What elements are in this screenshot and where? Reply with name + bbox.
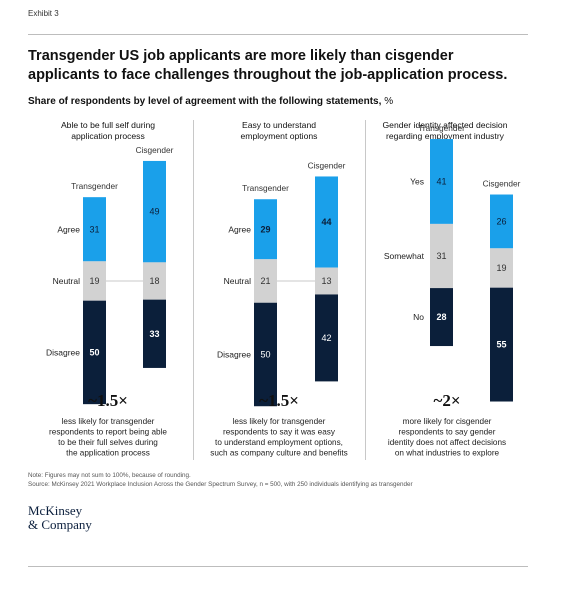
panel-3-transgender-no-value: 28 bbox=[436, 312, 446, 322]
panel-1-transgender-neutral-value: 19 bbox=[89, 276, 99, 286]
panel-3-multiplier: ~2× bbox=[433, 391, 460, 410]
panel-3-row-label-yes: Yes bbox=[410, 176, 424, 186]
bottom-rule bbox=[28, 566, 528, 567]
panel-2-transgender-label: Transgender bbox=[242, 183, 289, 193]
panel-3-cisgender-yes-value: 26 bbox=[496, 216, 506, 226]
panel-1-caption-line-1: less likely for transgender bbox=[62, 417, 155, 426]
panel-3-transgender-label: Transgender bbox=[418, 123, 465, 133]
panel-2-cisgender-disagree-value: 42 bbox=[321, 333, 331, 343]
panel-1-transgender-label: Transgender bbox=[71, 181, 118, 191]
panel-2-caption-line-4: such as company culture and benefits bbox=[210, 449, 347, 458]
panel-1-multiplier: ~1.5× bbox=[88, 391, 128, 410]
panel-1-caption-line-3: to be their full selves during bbox=[58, 438, 158, 447]
panel-3-title-line-1: Gender identity affected decision bbox=[382, 120, 507, 130]
panel-3-caption-line-4: on what industries to explore bbox=[395, 449, 500, 458]
panel-3-title-line-2: regarding employment industry bbox=[386, 131, 505, 141]
panel-2-cisgender-neutral-bar bbox=[315, 267, 338, 295]
panel-2-title-line-2: employment options bbox=[241, 131, 318, 141]
logo-line-2: & Company bbox=[28, 517, 92, 532]
panel-3-transgender-somewhat-bar bbox=[430, 223, 453, 289]
panel-divider-1 bbox=[193, 120, 194, 460]
subtitle-unit: % bbox=[384, 96, 394, 107]
panel-2-transgender-neutral-value: 21 bbox=[260, 276, 270, 286]
chart-title: Transgender US job applicants are more l… bbox=[28, 48, 508, 83]
top-rule bbox=[28, 34, 528, 35]
panel-1-row-label-neutral: Neutral bbox=[53, 276, 81, 286]
panel-1-caption-line-2: respondents to report being able bbox=[49, 428, 167, 437]
panel-2-caption-line-2: respondents to say it was easy bbox=[223, 428, 336, 437]
panel-3-cisgender-no-value: 55 bbox=[496, 340, 506, 350]
panel-2-caption-line-3: to understand employment options, bbox=[215, 438, 343, 447]
panel-1-row-label-agree: Agree bbox=[57, 224, 80, 234]
panel-1-cisgender-label: Cisgender bbox=[136, 145, 174, 155]
panel-3-transgender-yes-value: 41 bbox=[436, 176, 446, 186]
panel-3-caption-line-1: more likely for cisgender bbox=[403, 417, 492, 426]
panel-2-caption-line-1: less likely for transgender bbox=[233, 417, 326, 426]
panel-1-cisgender-neutral-bar bbox=[143, 262, 166, 300]
panel-3-caption-line-3: identity does not affect decisions bbox=[388, 438, 506, 447]
panel-2-transgender-disagree-value: 50 bbox=[260, 349, 270, 359]
panel-1-cisgender-agree-bar bbox=[143, 160, 166, 263]
panel-1-cisgender-disagree-bar bbox=[143, 299, 166, 368]
panel-3-transgender-yes-bar bbox=[430, 139, 453, 224]
panel-3-row-label-somewhat: Somewhat bbox=[384, 251, 425, 261]
panel-3-cisgender-somewhat-bar bbox=[490, 248, 513, 288]
panel-2-cisgender-disagree-bar bbox=[315, 294, 338, 382]
panel-3-cisgender-somewhat-value: 19 bbox=[496, 263, 506, 273]
source-note: Source: McKinsey 2021 Workplace Inclusio… bbox=[28, 481, 413, 488]
panel-divider-2 bbox=[365, 120, 366, 460]
panel-3-transgender-no-bar bbox=[430, 288, 453, 347]
panel-1-transgender-disagree-value: 50 bbox=[89, 347, 99, 357]
panel-2-cisgender-agree-bar bbox=[315, 176, 338, 268]
panel-1-title-line-2: application process bbox=[71, 131, 145, 141]
panel-1-cisgender-agree-value: 49 bbox=[149, 207, 159, 217]
panel-2-transgender-agree-bar bbox=[254, 199, 277, 260]
panel-1-transgender-neutral-bar bbox=[83, 261, 106, 301]
panel-3-cisgender-label: Cisgender bbox=[483, 179, 521, 189]
panel-2-row-label-neutral: Neutral bbox=[224, 276, 252, 286]
panel-2-cisgender-agree-value: 44 bbox=[321, 217, 331, 227]
panel-2-title-line-1: Easy to understand bbox=[242, 120, 316, 130]
panel-1-transgender-disagree-bar bbox=[83, 300, 106, 405]
panel-1-title-line-1: Able to be full self during bbox=[61, 120, 155, 130]
panel-3-cisgender-yes-bar bbox=[490, 194, 513, 249]
footnote: Note: Figures may not sum to 100%, becau… bbox=[28, 472, 191, 479]
panel-3-row-label-no: No bbox=[413, 312, 424, 322]
logo-line-1: McKinsey bbox=[28, 503, 83, 518]
panel-3-cisgender-no-bar bbox=[490, 287, 513, 402]
panel-2-transgender-disagree-bar bbox=[254, 302, 277, 407]
subtitle-text: Share of respondents by level of agreeme… bbox=[28, 96, 382, 107]
panel-1-cisgender-disagree-value: 33 bbox=[149, 329, 159, 339]
panel-2-cisgender-label: Cisgender bbox=[308, 160, 346, 170]
panel-2-transgender-neutral-bar bbox=[254, 259, 277, 303]
panel-2-row-label-disagree: Disagree bbox=[217, 349, 251, 359]
panel-2-transgender-agree-value: 29 bbox=[260, 224, 270, 234]
panel-1-caption-line-4: the application process bbox=[66, 449, 150, 458]
panel-1-transgender-agree-bar bbox=[83, 197, 106, 262]
panel-2-multiplier: ~1.5× bbox=[259, 391, 299, 410]
panel-2-row-label-agree: Agree bbox=[228, 224, 251, 234]
panel-1-row-label-disagree: Disagree bbox=[46, 347, 80, 357]
exhibit-label: Exhibit 3 bbox=[28, 9, 59, 18]
panel-1-cisgender-neutral-value: 18 bbox=[149, 276, 159, 286]
panel-2-cisgender-neutral-value: 13 bbox=[321, 276, 331, 286]
chart-subtitle: Share of respondents by level of agreeme… bbox=[28, 96, 393, 107]
panel-3-caption-line-2: respondents to say gender bbox=[399, 428, 496, 437]
panel-1-transgender-agree-value: 31 bbox=[89, 224, 99, 234]
mckinsey-logo: McKinsey & Company bbox=[28, 504, 92, 532]
panel-3-transgender-somewhat-value: 31 bbox=[436, 251, 446, 261]
